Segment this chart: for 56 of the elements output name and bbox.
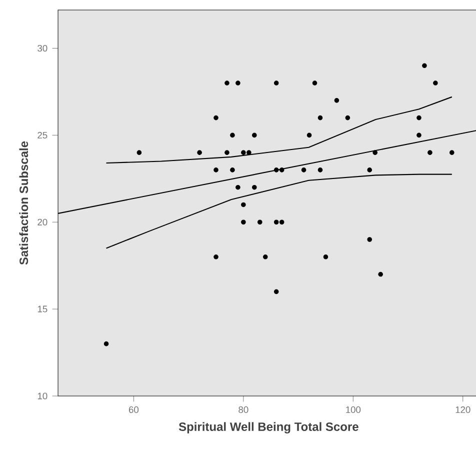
point [416,132,422,138]
point [252,132,257,138]
point [136,150,142,156]
line-series [106,174,452,249]
point [197,150,202,156]
point [236,185,240,190]
point [230,132,235,138]
line-series [106,96,452,164]
point [367,237,372,242]
point [230,168,235,173]
point [301,168,306,173]
y-tick-label: 30 [38,45,48,52]
point [257,220,262,225]
point [236,80,240,86]
point [252,185,257,190]
point [279,168,284,173]
point [241,202,246,208]
point [306,132,312,138]
point [214,168,218,173]
point [422,63,427,68]
x-tick-label: 120 [456,406,470,414]
point [433,80,438,86]
y-tick-label: 15 [38,306,48,312]
point [318,168,323,173]
point [274,168,279,173]
point [428,150,432,156]
point [378,272,383,277]
point [334,98,340,103]
point [104,342,109,346]
x-tick-label: 100 [346,406,361,414]
x-tick-label: 80 [238,406,248,414]
point [214,254,218,260]
y-tick-label: 10 [38,392,48,400]
point [241,220,246,225]
point [274,289,279,294]
point [214,116,218,120]
point [224,150,230,156]
y-axis-title: Satisfaction Subscale [19,142,28,265]
y-tick-label: 20 [38,219,48,226]
point [312,80,318,86]
point [279,220,284,225]
point [274,80,279,86]
point [372,150,378,156]
point [318,116,323,120]
point [224,80,230,86]
point [416,116,422,120]
point [367,168,372,173]
point [345,116,350,120]
point [262,254,268,260]
x-axis-title: Spiritual Well Being Total Score [178,422,358,434]
point [323,254,328,260]
y-tick-label: 25 [38,132,48,139]
point [274,220,279,225]
point [449,150,454,156]
x-tick-label: 60 [129,406,139,414]
point [241,150,246,156]
